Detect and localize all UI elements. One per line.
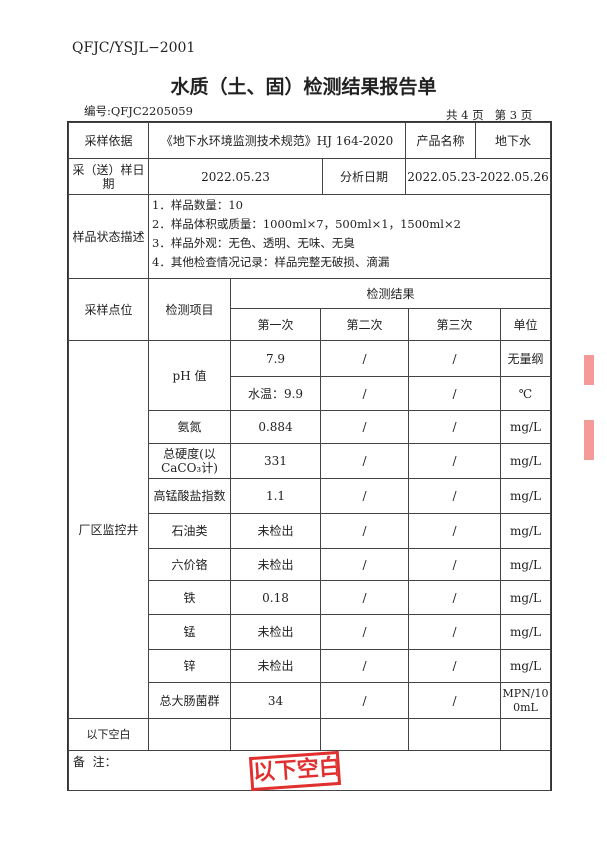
unit-cell: mg/L — [500, 548, 551, 581]
status-line: 1．样品数量：10 — [152, 198, 243, 212]
header-item: 检测项目 — [148, 278, 231, 341]
result-cell: / — [408, 340, 501, 377]
result-cell: / — [408, 376, 501, 411]
result-cell: 未检出 — [230, 548, 321, 581]
result-cell: / — [320, 649, 409, 683]
status-lines: 1．样品数量：10 2．样品体积或质量：1000ml×7，500ml×1，150… — [152, 196, 461, 272]
result-cell: / — [408, 682, 501, 719]
header-point: 采样点位 — [68, 278, 149, 341]
header-first: 第一次 — [230, 308, 321, 341]
result-cell: 0.18 — [230, 580, 321, 615]
blank-row-point: 以下空白 — [68, 718, 149, 751]
item-name: 氨氮 — [148, 410, 231, 444]
result-cell: / — [408, 513, 501, 549]
result-cell: / — [320, 376, 409, 411]
status-label: 样品状态描述 — [68, 194, 149, 279]
remark-row: 备 注： — [68, 750, 551, 791]
header-result: 检测结果 — [230, 278, 551, 309]
unit-cell: mg/L — [500, 580, 551, 615]
unit-cell: mg/L — [500, 649, 551, 683]
result-cell: 未检出 — [230, 649, 321, 683]
unit-cell: mg/L — [500, 443, 551, 479]
unit-cell: mg/L — [500, 614, 551, 650]
report-number: 编号:QFJC2205059 — [84, 104, 193, 118]
blank-cell — [408, 718, 501, 751]
item-name: 锰 — [148, 614, 231, 650]
result-cell: / — [408, 649, 501, 683]
result-cell: / — [320, 580, 409, 615]
header-third: 第三次 — [408, 308, 501, 341]
status-line: 2．样品体积或质量：1000ml×7，500ml×1，1500ml×2 — [152, 217, 461, 231]
result-cell: / — [408, 443, 501, 479]
status-line: 4．其他检查情况记录：样品完整无破损、滴漏 — [152, 255, 390, 269]
blank-note: 以下空白 — [86, 727, 131, 741]
result-cell: 未检出 — [230, 513, 321, 549]
result-cell: 1.1 — [230, 478, 321, 514]
result-cell: 331 — [230, 443, 321, 479]
product-value: 地下水 — [475, 122, 551, 159]
status-line: 3．样品外观：无色、透明、无味、无臭 — [152, 236, 355, 250]
sample-date-label: 采（送）样日期 — [68, 158, 149, 195]
unit-cell: mg/L — [500, 410, 551, 444]
product-label: 产品名称 — [405, 122, 476, 159]
blank-cell — [320, 718, 409, 751]
ph-item: pH 值 — [148, 340, 231, 411]
item-name: 高锰酸盐指数 — [148, 478, 231, 514]
item-name: 锌 — [148, 649, 231, 683]
result-cell: / — [408, 548, 501, 581]
blank-cell — [148, 718, 231, 751]
blank-cell — [230, 718, 321, 751]
result-cell: / — [408, 410, 501, 444]
unit-cell: ℃ — [500, 376, 551, 411]
item-name: 总硬度(以CaCO₃计) — [148, 443, 231, 479]
result-cell: / — [320, 682, 409, 719]
edge-stamp-mark — [584, 420, 594, 460]
sampling-point: 厂区监控井 — [68, 340, 149, 719]
result-cell: / — [320, 478, 409, 514]
result-cell: / — [320, 410, 409, 444]
basis-label: 采样依据 — [68, 122, 149, 159]
result-cell: / — [320, 340, 409, 377]
unit-cell: 无量纲 — [500, 340, 551, 377]
blank-below-stamp: 以下空白 — [248, 750, 342, 792]
edge-stamp-mark — [584, 355, 594, 385]
unit-cell: MPN/100mL — [500, 682, 551, 719]
item-name: 总大肠菌群 — [148, 682, 231, 719]
analysis-date: 2022.05.23-2022.05.26 — [405, 158, 551, 195]
form-code: QFJC/YSJL−2001 — [72, 40, 196, 56]
result-cell: / — [320, 513, 409, 549]
page-info: 共 4 页 第 3 页 — [446, 108, 533, 122]
result-cell: / — [408, 614, 501, 650]
unit-cell: mg/L — [500, 478, 551, 514]
unit-cell: mg/L — [500, 513, 551, 549]
remark-label: 备 注： — [73, 755, 117, 769]
header-unit: 单位 — [500, 308, 551, 341]
result-cell: 0.884 — [230, 410, 321, 444]
result-cell: 未检出 — [230, 614, 321, 650]
result-cell: 7.9 — [230, 340, 321, 377]
analysis-date-label: 分析日期 — [322, 158, 406, 195]
result-cell: 34 — [230, 682, 321, 719]
result-cell: / — [408, 478, 501, 514]
page-title: 水质（土、固）检测结果报告单 — [170, 76, 437, 98]
basis-value: 《地下水环境监测技术规范》HJ 164-2020 — [148, 122, 406, 159]
result-cell: / — [320, 548, 409, 581]
result-cell: / — [408, 580, 501, 615]
result-cell: / — [320, 443, 409, 479]
header-second: 第二次 — [320, 308, 409, 341]
item-name: 石油类 — [148, 513, 231, 549]
blank-cell — [500, 718, 551, 751]
item-name: 铁 — [148, 580, 231, 615]
item-name: 六价铬 — [148, 548, 231, 581]
result-cell: / — [320, 614, 409, 650]
sample-date: 2022.05.23 — [148, 158, 323, 195]
result-cell: 水温：9.9 — [230, 376, 321, 411]
